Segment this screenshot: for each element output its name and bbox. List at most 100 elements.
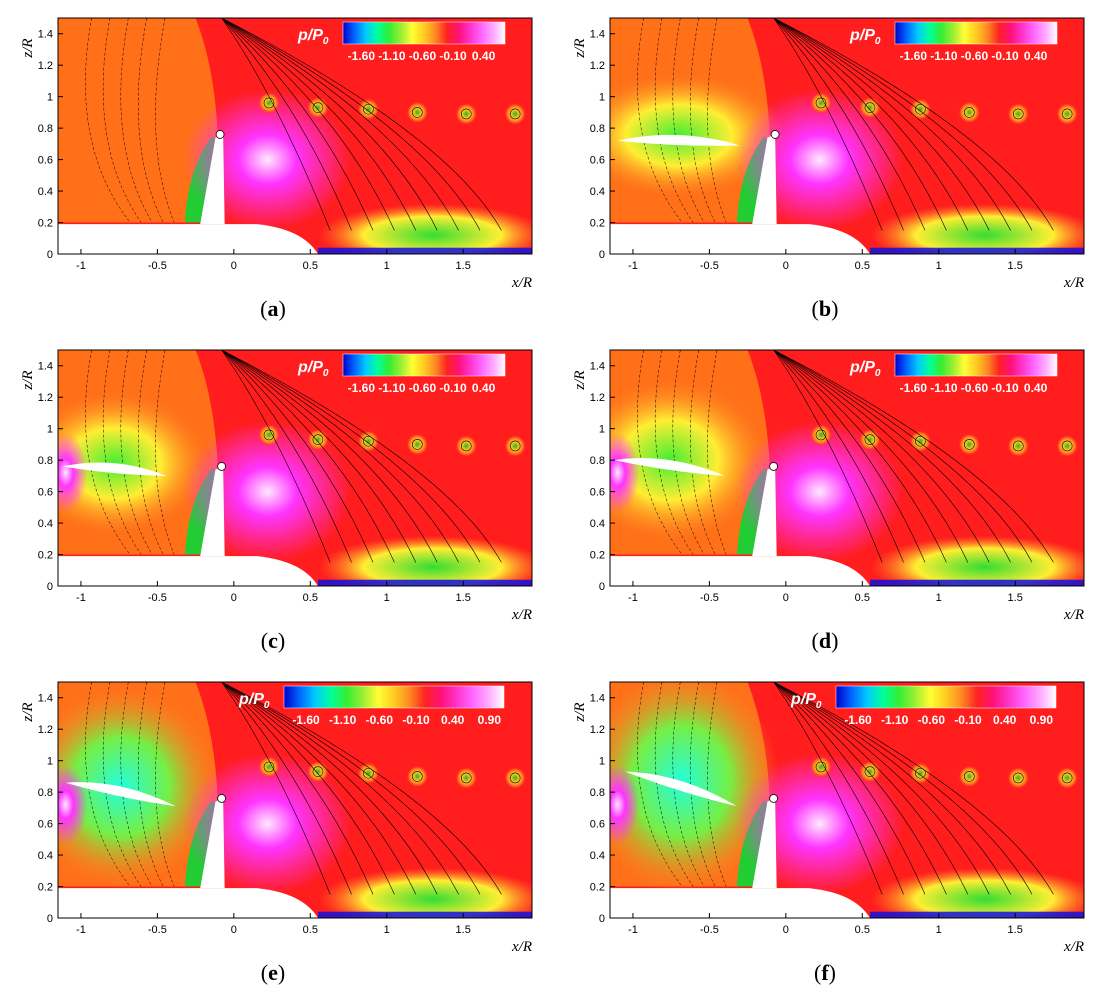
colorbar-tick-label: -1.60 <box>348 49 376 63</box>
x-tick-label: 1 <box>384 924 390 936</box>
panel-c: 0 0.2 0.4 0.6 0.8 1 1.2 1.4 -1 -0.5 0 0.5 1 1.5 z/R x/R… <box>0 332 552 664</box>
contour-line-dashed <box>672 682 705 887</box>
front-rotor-blade <box>617 134 740 146</box>
tip-vortex-contour <box>509 108 521 120</box>
contour-line <box>773 350 904 563</box>
colorbar-tick-label: -1.10 <box>930 49 958 63</box>
colorbar-tick-label: 0.40 <box>993 713 1017 727</box>
colorbar-tick-label: -1.10 <box>378 49 406 63</box>
tip-vortex-contour <box>412 439 423 450</box>
y-tick-label: 1.2 <box>38 60 53 72</box>
tip-vortex <box>455 766 478 789</box>
tip-vortex-contour <box>412 771 423 782</box>
colorbar-tick-label: 0.40 <box>1024 381 1048 395</box>
leading-edge-stagnation <box>58 764 88 845</box>
colorbar-title-subscript: 0 <box>875 368 881 379</box>
contour-plot-d: 0 0.2 0.4 0.6 0.8 1 1.2 1.4 -1 -0.5 0 0.5 1 1.5 z/R x/R… <box>572 349 1085 623</box>
caption-c: (c) <box>260 628 286 653</box>
y-tick-label: 0.8 <box>590 123 605 135</box>
x-tick-label: -0.5 <box>700 592 719 604</box>
caption-f: (f) <box>814 960 836 985</box>
tip-vortex <box>958 765 981 788</box>
x-tick-label: 1 <box>384 592 390 604</box>
tip-vortex <box>258 91 281 114</box>
colorbar-tick-label: -1.10 <box>329 713 357 727</box>
x-tick-label: 1.5 <box>456 260 471 272</box>
contour-line <box>221 350 481 563</box>
contour-line-dashed <box>637 350 683 555</box>
caption-d: (d) <box>811 628 839 653</box>
contour-line <box>221 682 481 895</box>
field-layer <box>610 18 1084 254</box>
y-tick-label: 0.4 <box>590 186 605 198</box>
colorbar-tick-label: -1.60 <box>844 713 872 727</box>
contour-line <box>221 682 502 895</box>
y-tick-label: 0.6 <box>38 487 53 499</box>
tip-vortex-contour <box>263 97 275 109</box>
y-tick-label: 0 <box>599 249 605 261</box>
plot-frame <box>609 681 1085 919</box>
tip-vortex-contour <box>815 761 827 773</box>
contour-line-dashed <box>654 350 694 555</box>
x-axis-label: x/R <box>511 607 532 623</box>
contour-line-dashed <box>707 350 727 555</box>
tip-vortex <box>958 433 981 456</box>
leading-edge-stagnation <box>610 764 640 845</box>
y-tick-label: 0.2 <box>38 218 53 230</box>
tip-vortex <box>958 101 981 124</box>
x-tick-label: -0.5 <box>700 924 719 936</box>
contour-line <box>221 682 374 895</box>
tip-vortex-contour <box>363 103 374 115</box>
y-tick-label: 1.2 <box>590 724 605 736</box>
contour-line-dashed <box>654 18 694 223</box>
contour-line-dashed <box>85 18 131 223</box>
tip-vortex <box>909 98 932 121</box>
tip-vortex-contour <box>460 772 472 784</box>
contour-line-dashed <box>155 18 175 223</box>
tip-vortex <box>1056 102 1079 125</box>
x-tick-label: 0 <box>783 924 789 936</box>
y-tick-label: 1.2 <box>38 724 53 736</box>
x-tick-label: 0.5 <box>855 260 870 272</box>
hub-body <box>610 888 870 918</box>
tip-vortex-contour <box>864 102 876 113</box>
y-tick-label: 1.4 <box>38 693 53 705</box>
plot-frame <box>57 17 533 255</box>
tip-vortex-contour <box>312 434 324 445</box>
contour-line <box>773 682 947 895</box>
hub-surface-low <box>869 911 1084 918</box>
colorbar-title: p/P0 <box>297 27 329 47</box>
contour-line <box>773 350 1033 563</box>
contour-line-dashed <box>102 350 142 555</box>
contour-line <box>773 18 1054 231</box>
tip-vortex <box>1007 766 1030 789</box>
colorbar-tick-label: -0.60 <box>961 49 989 63</box>
x-axis-label: x/R <box>1063 939 1084 955</box>
y-tick-label: 0.8 <box>38 787 53 799</box>
tip-vortex-contour <box>864 766 876 777</box>
y-tick-label: 0.8 <box>590 787 605 799</box>
contour-line <box>221 18 352 231</box>
hub-surface-low <box>869 247 1084 254</box>
colorbar-tick-label: -0.10 <box>439 381 467 395</box>
rear-blade <box>200 466 225 557</box>
high-pressure-zone <box>183 420 352 563</box>
hub-wake <box>317 867 532 918</box>
tip-vortex-contour <box>964 107 975 118</box>
contour-line <box>773 350 1054 563</box>
tip-vortex <box>258 755 281 778</box>
colorbar <box>894 353 1058 377</box>
colorbar <box>835 685 1057 709</box>
contour-line-dashed <box>138 682 164 887</box>
contour-line-dashed <box>120 350 153 555</box>
tip-vortex <box>357 98 380 121</box>
contour-line-dashed <box>637 682 683 887</box>
front-rotor-blade <box>62 462 167 476</box>
contour-line <box>773 18 1033 231</box>
rear-blade <box>752 798 777 889</box>
contour-plot-f: 0 0.2 0.4 0.6 0.8 1 1.2 1.4 -1 -0.5 0 0.5 1 1.5 z/R x/R… <box>572 681 1085 955</box>
x-tick-label: 1.5 <box>1008 260 1023 272</box>
colorbar-title: p/P0 <box>849 359 881 379</box>
tip-vortex-contour <box>1012 440 1024 452</box>
tip-vortex-contour <box>1012 772 1024 784</box>
